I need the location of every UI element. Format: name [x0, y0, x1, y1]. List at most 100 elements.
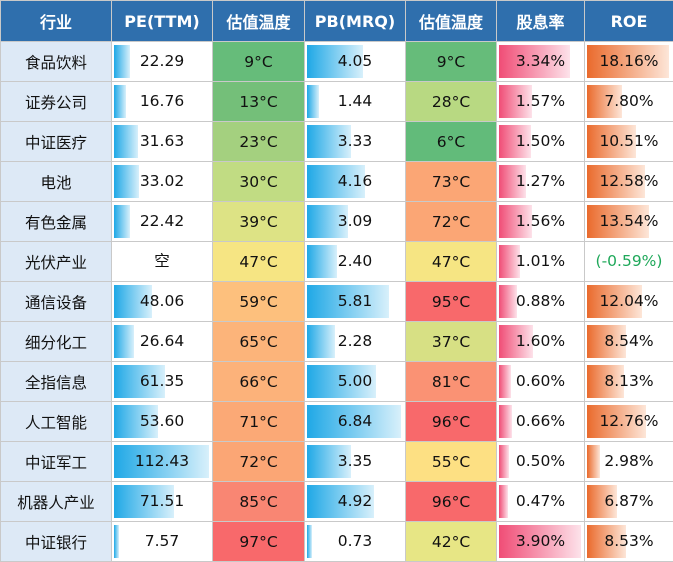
pb-cell-value: 4.05	[337, 52, 373, 70]
industry-cell: 中证医疗	[0, 121, 112, 162]
dividend-yield-cell-value: 1.50%	[515, 132, 566, 150]
roe-cell-value: 8.54%	[604, 332, 654, 350]
dividend-yield-cell: 1.57%	[496, 81, 585, 122]
roe-cell-bar	[587, 485, 618, 518]
roe-cell-bar	[587, 365, 624, 398]
dividend-yield-cell: 3.34%	[496, 41, 585, 82]
industry-cell: 人工智能	[0, 401, 112, 442]
dividend-yield-cell: 0.88%	[496, 281, 585, 322]
pe-cell-value: 48.06	[139, 292, 185, 310]
header-pe: PE(TTM)	[111, 0, 213, 42]
roe-cell-bar	[587, 525, 626, 558]
pe-cell-value: 22.29	[139, 52, 185, 70]
pb-temperature-cell: 72°C	[405, 201, 497, 242]
dividend-yield-cell: 1.60%	[496, 321, 585, 362]
pe-cell-value: 33.02	[139, 172, 185, 190]
pb-cell: 3.33	[304, 121, 406, 162]
pe-cell: 22.29	[111, 41, 213, 82]
industry-cell: 中证银行	[0, 521, 112, 562]
roe-cell-bar	[587, 325, 626, 358]
pe-cell-bar	[114, 45, 131, 78]
dividend-yield-cell-value: 1.01%	[515, 252, 566, 270]
dividend-yield-cell: 0.60%	[496, 361, 585, 402]
roe-cell: 12.76%	[584, 401, 673, 442]
pb-cell: 2.40	[304, 241, 406, 282]
pe-cell-bar	[114, 85, 126, 118]
roe-cell: (-0.59%)	[584, 241, 673, 282]
pb-cell: 4.92	[304, 481, 406, 522]
dividend-yield-cell-value: 0.47%	[515, 492, 566, 510]
industry-cell: 有色金属	[0, 201, 112, 242]
header-roe: ROE	[584, 0, 673, 42]
dividend-yield-cell-value: 1.56%	[515, 212, 566, 230]
pb-temperature-cell: 37°C	[405, 321, 497, 362]
pb-cell-bar	[307, 525, 312, 558]
dividend-yield-cell-bar	[499, 165, 526, 198]
pb-temperature-cell: 73°C	[405, 161, 497, 202]
dividend-yield-cell-bar	[499, 405, 513, 438]
dividend-yield-cell: 1.56%	[496, 201, 585, 242]
industry-cell: 中证军工	[0, 441, 112, 482]
pb-cell-bar	[307, 485, 375, 518]
pe-temperature-cell: 71°C	[212, 401, 305, 442]
header-pb-temperature: 估值温度	[405, 0, 497, 42]
table-row: 中证银行 7.57 97°C 0.73 42°C 3.90% 8.53%	[0, 521, 673, 562]
roe-cell-value: 10.51%	[599, 132, 659, 150]
pe-cell-bar	[114, 445, 210, 478]
pb-cell: 1.44	[304, 81, 406, 122]
pe-cell-value: 53.60	[139, 412, 185, 430]
pb-cell: 4.16	[304, 161, 406, 202]
pe-temperature-cell: 72°C	[212, 441, 305, 482]
table-row: 光伏产业 空 47°C 2.40 47°C 1.01% (-0.59%)	[0, 241, 673, 282]
dividend-yield-cell: 0.66%	[496, 401, 585, 442]
dividend-yield-cell: 3.90%	[496, 521, 585, 562]
header-row: 行业 PE(TTM) 估值温度 PB(MRQ) 估值温度 股息率 ROE	[0, 0, 673, 42]
pb-temperature-cell: 95°C	[405, 281, 497, 322]
pe-cell-value: 7.57	[144, 532, 180, 550]
dividend-yield-cell-value: 1.57%	[515, 92, 566, 110]
industry-cell: 证券公司	[0, 81, 112, 122]
dividend-yield-cell-bar	[499, 325, 534, 358]
pb-cell-value: 4.92	[337, 492, 373, 510]
roe-cell-bar	[587, 205, 650, 238]
roe-cell: 8.53%	[584, 521, 673, 562]
dividend-yield-cell-bar	[499, 285, 518, 318]
pb-cell-value: 3.33	[337, 132, 373, 150]
dividend-yield-cell-value: 3.90%	[515, 532, 566, 550]
dividend-yield-cell-value: 3.34%	[515, 52, 566, 70]
industry-cell: 电池	[0, 161, 112, 202]
pe-cell-bar	[114, 325, 135, 358]
pe-cell-value: 16.76	[139, 92, 185, 110]
pe-cell-value: 26.64	[139, 332, 185, 350]
pe-cell: 31.63	[111, 121, 213, 162]
roe-cell-bar	[587, 285, 643, 318]
pb-cell-bar	[307, 125, 352, 158]
pb-cell-value: 3.09	[337, 212, 373, 230]
pe-temperature-cell: 66°C	[212, 361, 305, 402]
roe-cell: 7.80%	[584, 81, 673, 122]
pe-cell: 48.06	[111, 281, 213, 322]
roe-cell-bar	[587, 405, 646, 438]
table-row: 机器人产业 71.51 85°C 4.92 96°C 0.47% 6.87%	[0, 481, 673, 522]
dividend-yield-cell-bar	[499, 445, 509, 478]
table-row: 人工智能 53.60 71°C 6.84 96°C 0.66% 12.76%	[0, 401, 673, 442]
pb-cell: 2.28	[304, 321, 406, 362]
pe-cell-value: 31.63	[139, 132, 185, 150]
pe-temperature-cell: 65°C	[212, 321, 305, 362]
table-row: 有色金属 22.42 39°C 3.09 72°C 1.56% 13.54%	[0, 201, 673, 242]
pe-cell-bar	[114, 485, 174, 518]
pe-cell-value: 空	[154, 252, 170, 270]
roe-cell-value: 12.58%	[599, 172, 659, 190]
pb-temperature-cell: 96°C	[405, 481, 497, 522]
pe-cell: 26.64	[111, 321, 213, 362]
table-row: 全指信息 61.35 66°C 5.00 81°C 0.60% 8.13%	[0, 361, 673, 402]
table-row: 通信设备 48.06 59°C 5.81 95°C 0.88% 12.04%	[0, 281, 673, 322]
pb-cell: 3.09	[304, 201, 406, 242]
pb-cell-bar	[307, 165, 365, 198]
dividend-yield-cell-value: 1.27%	[515, 172, 566, 190]
pe-temperature-cell: 47°C	[212, 241, 305, 282]
roe-cell-value: 6.87%	[604, 492, 654, 510]
header-dividend-yield: 股息率	[496, 0, 585, 42]
pe-temperature-cell: 39°C	[212, 201, 305, 242]
dividend-yield-cell-bar	[499, 205, 533, 238]
